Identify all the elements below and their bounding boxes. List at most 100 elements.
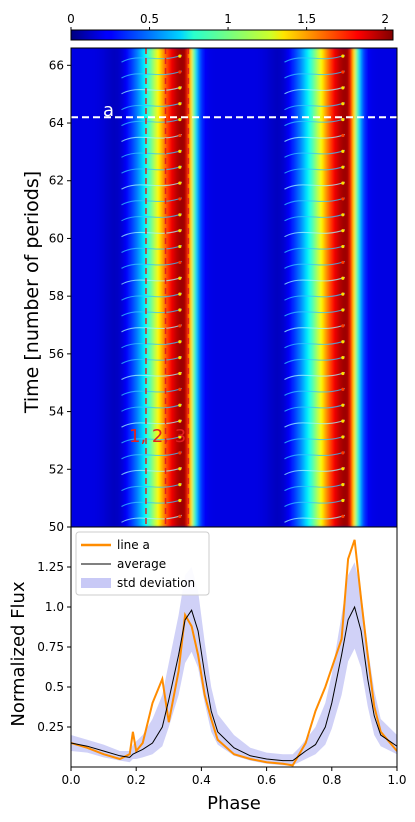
heatmap-hotspot xyxy=(341,197,345,201)
heatmap-streak xyxy=(284,308,345,317)
heatmap-column xyxy=(121,48,125,527)
heatmap-column xyxy=(225,48,229,527)
heatmap-hotspot xyxy=(341,514,345,518)
std-deviation-band xyxy=(71,562,397,766)
line-ytick-label: 1.0 xyxy=(45,600,64,614)
legend: line a average std deviation xyxy=(75,531,210,596)
heatmap-hotspot xyxy=(341,165,345,169)
heatmap-column xyxy=(148,48,152,527)
heatmap-streak xyxy=(284,276,345,285)
heatmap-streak xyxy=(121,356,182,365)
heatmap-column xyxy=(385,48,389,527)
heatmap-streak xyxy=(284,451,345,460)
heatmap-column xyxy=(118,48,122,527)
heatmap-column xyxy=(231,48,235,527)
line-ytick-label: 0.25 xyxy=(37,720,64,734)
heatmap-column xyxy=(127,48,131,527)
heatmap-ytick-label: 54 xyxy=(49,405,64,419)
heatmap-column xyxy=(361,48,365,527)
heatmap-streak xyxy=(121,102,182,111)
heatmap-hotspot xyxy=(341,70,345,74)
heatmap-column xyxy=(248,48,253,527)
heatmap-hotspot xyxy=(341,244,345,249)
heatmap-column xyxy=(373,48,377,527)
heatmap-column xyxy=(234,48,238,527)
line-ytick-label: 1.25 xyxy=(37,560,64,574)
heatmap-ytick-label: 58 xyxy=(49,289,64,303)
heatmap-hotspot xyxy=(341,371,345,376)
heatmap-hotspot xyxy=(341,324,345,328)
heatmap-streak xyxy=(121,181,182,190)
heatmap-hotspot xyxy=(178,244,182,249)
heatmap-column xyxy=(82,48,87,527)
heatmap-streak xyxy=(121,54,182,63)
heatmap-hotspot xyxy=(178,117,182,122)
heatmap-column xyxy=(394,48,397,527)
heatmap-column xyxy=(269,48,274,527)
heatmap-column xyxy=(305,48,309,527)
heatmap-streak xyxy=(121,213,182,222)
heatmap-column xyxy=(73,48,78,527)
heatmap-hotspot xyxy=(178,229,182,233)
heatmap-column xyxy=(204,48,208,527)
heatmap-streak xyxy=(284,229,345,238)
heatmap-streak xyxy=(121,118,182,127)
heatmap-column xyxy=(364,48,368,527)
heatmap-hotspot xyxy=(178,292,182,296)
heatmap-column xyxy=(130,48,134,527)
heatmap-column xyxy=(391,48,395,527)
heatmap-streak xyxy=(284,118,345,127)
heatmap-streak xyxy=(284,371,345,380)
heatmap-hotspot xyxy=(178,467,182,471)
heatmap-column xyxy=(153,48,158,527)
heatmap-column xyxy=(201,48,205,527)
heatmap-column xyxy=(94,48,99,527)
heatmap-hotspot xyxy=(178,387,182,391)
heatmap-streak xyxy=(284,514,345,523)
heatmap-column xyxy=(346,48,351,527)
heatmap-streak xyxy=(284,498,345,507)
heatmap-streak xyxy=(121,514,182,523)
heatmap-column xyxy=(379,48,383,527)
heatmap-column xyxy=(85,48,90,527)
line-ytick-label: 0.75 xyxy=(37,640,64,654)
heatmap-streak xyxy=(121,451,182,460)
legend-std-swatch xyxy=(81,578,111,588)
average-series xyxy=(71,605,397,762)
heatmap-hotspot xyxy=(178,498,182,503)
heatmap-hotspot xyxy=(178,356,182,360)
heatmap-column xyxy=(278,48,283,527)
heatmap-hotspot xyxy=(178,451,182,455)
heatmap-column xyxy=(355,48,360,527)
heatmap-streak xyxy=(121,86,182,95)
heatmap-hotspot xyxy=(341,498,345,503)
heatmap-hotspot xyxy=(341,260,345,265)
heatmap-hotspot xyxy=(341,435,345,439)
heatmap-hotspot xyxy=(178,181,182,185)
heatmap-column xyxy=(293,48,297,527)
heatmap-column xyxy=(106,48,111,527)
heatmap-column xyxy=(319,48,324,527)
heatmap-column xyxy=(139,48,143,527)
legend-std-label: std deviation xyxy=(117,576,195,590)
heatmap-streak xyxy=(284,387,345,396)
heatmap-hotspot xyxy=(341,181,345,185)
colorbar-gradient xyxy=(70,29,394,41)
heatmap-hotspot xyxy=(178,371,182,376)
heatmap-column xyxy=(239,48,244,527)
line-a-series xyxy=(71,539,397,767)
heatmap-hotspot xyxy=(341,213,345,217)
heatmap-hotspot xyxy=(178,308,182,312)
line-xtick-label: 0.4 xyxy=(192,773,211,787)
heatmap-hotspot xyxy=(178,197,182,201)
heatmap-hotspot xyxy=(341,292,345,296)
line-ytick-label: 0.5 xyxy=(45,680,64,694)
heatmap-streak xyxy=(121,308,182,317)
heatmap-column xyxy=(136,48,140,527)
heatmap-column xyxy=(219,48,223,527)
heatmap-streak xyxy=(121,435,182,444)
heatmap-hotspot xyxy=(178,102,182,106)
heatmap-column xyxy=(210,48,214,527)
heatmap-column xyxy=(266,48,271,527)
heatmap-streaks xyxy=(121,54,345,523)
